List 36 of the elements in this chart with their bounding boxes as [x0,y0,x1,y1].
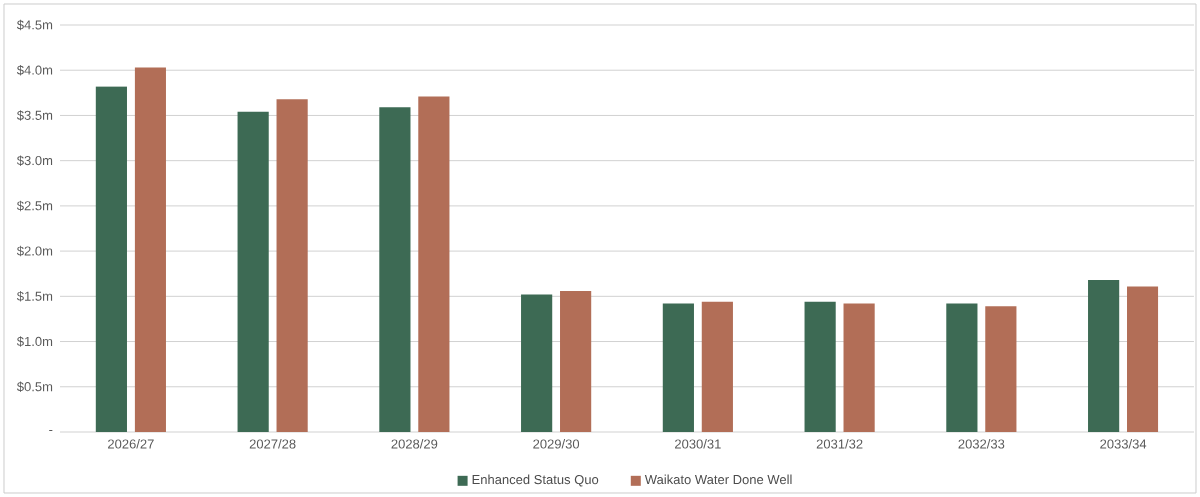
y-tick-label: $3.5m [16,110,53,121]
x-tick-label: 2029/30 [533,439,580,449]
y-tick-label: - [49,430,53,432]
x-tick-label: 2027/28 [249,439,296,449]
bar [379,107,411,432]
bar [134,67,166,432]
legend-label: Enhanced Status Quo [472,474,599,487]
bar [985,306,1017,432]
x-tick-label: 2031/32 [816,439,863,449]
y-tick-label: $3.0m [16,155,53,166]
y-tick-label: $0.5m [16,381,53,393]
bar [946,303,978,432]
bar [662,303,694,432]
y-tick-label: $1.0m [16,336,53,347]
y-tick-label: $2.0m [16,245,53,257]
x-tick-label: 2028/29 [391,439,438,449]
bar [701,301,733,432]
bar [521,294,553,432]
bar [843,303,875,432]
bar [95,86,127,432]
bar [276,99,308,432]
bar [560,290,592,432]
y-tick-label: $1.5m [16,291,53,302]
bar [1127,286,1159,432]
bar [237,111,269,432]
x-tick-label: 2032/33 [958,439,1005,449]
x-tick-label: 2033/34 [1100,439,1147,449]
y-tick-label: $4.5m [16,19,53,31]
bar [418,96,450,432]
bar [804,301,836,432]
y-tick-label: $4.0m [16,64,53,76]
x-tick-label: 2030/31 [675,439,721,449]
legend-label: Waikato Water Done Well [644,474,792,485]
y-tick-label: $2.5m [16,200,53,212]
bar [1088,280,1120,432]
x-tick-label: 2026/27 [108,439,154,449]
